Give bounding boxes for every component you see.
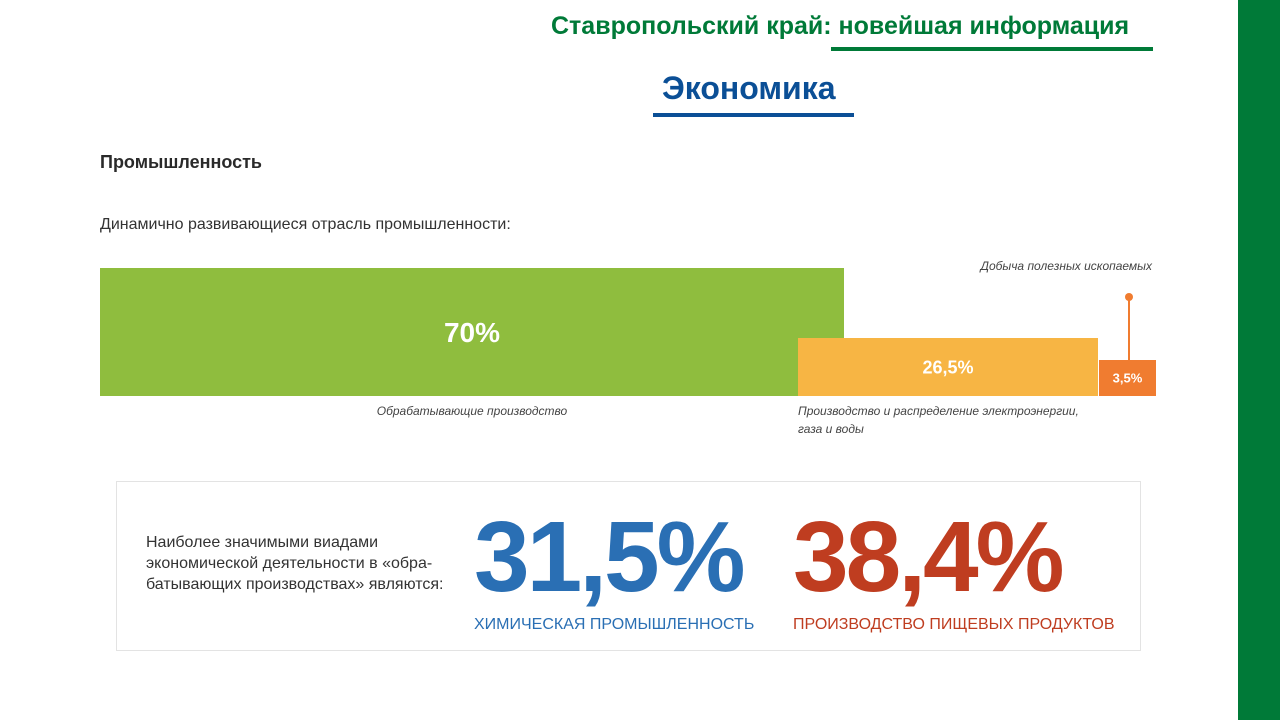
section-title: Экономика: [662, 70, 836, 106]
stat-caption-chemical: ХИМИЧЕСКАЯ ПРОМЫШЛЕННОСТЬ: [474, 616, 755, 633]
stat-value-chemical: 31,5%: [474, 501, 746, 613]
bar-value-label-2: 3,5%: [1113, 371, 1143, 386]
leader-dot: [1125, 293, 1133, 301]
side-accent-bar: [1238, 0, 1280, 720]
bar-value-label-1: 26,5%: [922, 357, 973, 377]
header-underline: [831, 47, 1153, 51]
header-title: Ставропольский край: новейшая информация: [551, 12, 1130, 40]
industry-subheading: Динамично развивающиеся отрасль промышле…: [100, 216, 511, 233]
category-label-2: Добыча полезных ископаемых: [979, 259, 1153, 273]
bar-value-label-0: 70%: [444, 317, 500, 348]
category-label-0: Обрабатывающие производство: [377, 404, 568, 418]
section-underline: [653, 113, 854, 117]
industry-heading: Промышленность: [100, 152, 262, 172]
stats-panel: Наиболее значимыми виадами экономической…: [116, 481, 1141, 651]
stats-description: Наиболее значимыми виадами экономической…: [146, 534, 444, 593]
category-label-1: газа и воды: [798, 422, 864, 436]
stat-caption-food: ПРОИЗВОДСТВО ПИЩЕВЫХ ПРОДУКТОВ: [793, 616, 1115, 633]
bar-0: [100, 268, 844, 396]
bar-1: [798, 338, 1098, 396]
category-label-1: Производство и распределение электроэнер…: [798, 404, 1079, 418]
stat-value-food: 38,4%: [793, 501, 1065, 613]
bar-2: [1099, 360, 1156, 396]
industry-share-chart: 70% 26,5% 3,5% Обрабатывающие производство П…: [100, 259, 1156, 436]
